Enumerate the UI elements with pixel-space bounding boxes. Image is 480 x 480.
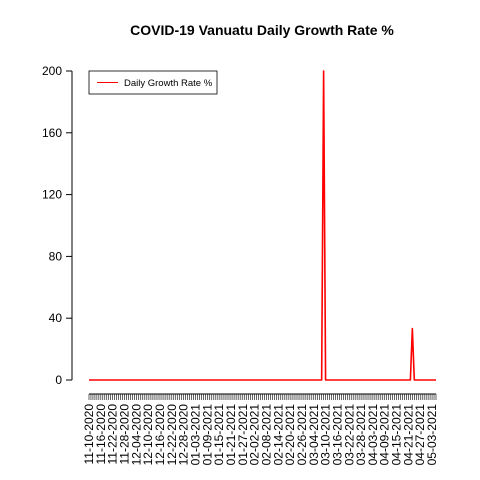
y-tick-label: 80 bbox=[49, 249, 63, 263]
x-tick-label: 02-08-2021 bbox=[259, 404, 273, 466]
x-tick-label: 03-04-2021 bbox=[307, 404, 321, 466]
x-tick-label: 01-15-2021 bbox=[212, 404, 226, 466]
x-tick-label: 04-03-2021 bbox=[366, 404, 380, 466]
x-tick-label: 12-04-2020 bbox=[129, 404, 143, 466]
x-tick-label: 12-10-2020 bbox=[141, 404, 155, 466]
x-tick-label: 03-28-2021 bbox=[354, 404, 368, 466]
y-tick-label: 120 bbox=[42, 188, 62, 202]
series-layer bbox=[89, 70, 436, 381]
series-line bbox=[89, 70, 436, 381]
x-tick-label: 04-21-2021 bbox=[401, 404, 415, 466]
x-tick-label: 03-10-2021 bbox=[319, 404, 333, 466]
x-tick-label: 02-20-2021 bbox=[283, 404, 297, 466]
y-tick-label: 40 bbox=[49, 311, 63, 325]
y-axis: 0 40 80 120 160 200 bbox=[42, 64, 73, 387]
x-tick-label: 11-22-2020 bbox=[106, 404, 120, 465]
x-tick-label: 04-27-2021 bbox=[413, 404, 427, 466]
x-tick-label: 12-28-2020 bbox=[177, 404, 191, 466]
x-tick-label: 01-27-2021 bbox=[236, 404, 250, 466]
x-tick-label: 01-21-2021 bbox=[224, 404, 238, 466]
legend-label: Daily Growth Rate % bbox=[124, 78, 213, 89]
legend-box bbox=[88, 70, 218, 95]
y-tick-label: 200 bbox=[42, 64, 62, 78]
y-tick-label: 160 bbox=[42, 126, 62, 140]
y-tick-label: 0 bbox=[55, 373, 62, 387]
x-tick-label: 02-02-2021 bbox=[248, 404, 262, 466]
x-tick-label: 01-09-2021 bbox=[200, 404, 214, 466]
x-tick-label: 03-22-2021 bbox=[342, 404, 356, 466]
x-tick-label: 11-28-2020 bbox=[117, 404, 131, 465]
legend: Daily Growth Rate % bbox=[88, 70, 218, 95]
x-tick-label: 11-10-2020 bbox=[82, 404, 96, 465]
x-tick-label: 04-09-2021 bbox=[378, 404, 392, 466]
x-tick-label: 03-16-2021 bbox=[330, 404, 344, 466]
x-tick-label: 11-16-2020 bbox=[94, 404, 108, 465]
x-tick-label: 12-16-2020 bbox=[153, 404, 167, 466]
x-tick-label: 05-03-2021 bbox=[425, 404, 439, 466]
x-tick-label: 12-22-2020 bbox=[165, 404, 179, 466]
chart-title: COVID-19 Vanuatu Daily Growth Rate % bbox=[130, 22, 394, 38]
x-tick-label: 01-03-2021 bbox=[188, 404, 202, 466]
x-axis: 11-10-202011-16-202011-22-202011-28-2020… bbox=[82, 393, 439, 466]
x-tick-label: 04-15-2021 bbox=[390, 404, 404, 466]
x-tick-label: 02-26-2021 bbox=[295, 404, 309, 466]
x-tick-label: 02-14-2021 bbox=[271, 404, 285, 466]
